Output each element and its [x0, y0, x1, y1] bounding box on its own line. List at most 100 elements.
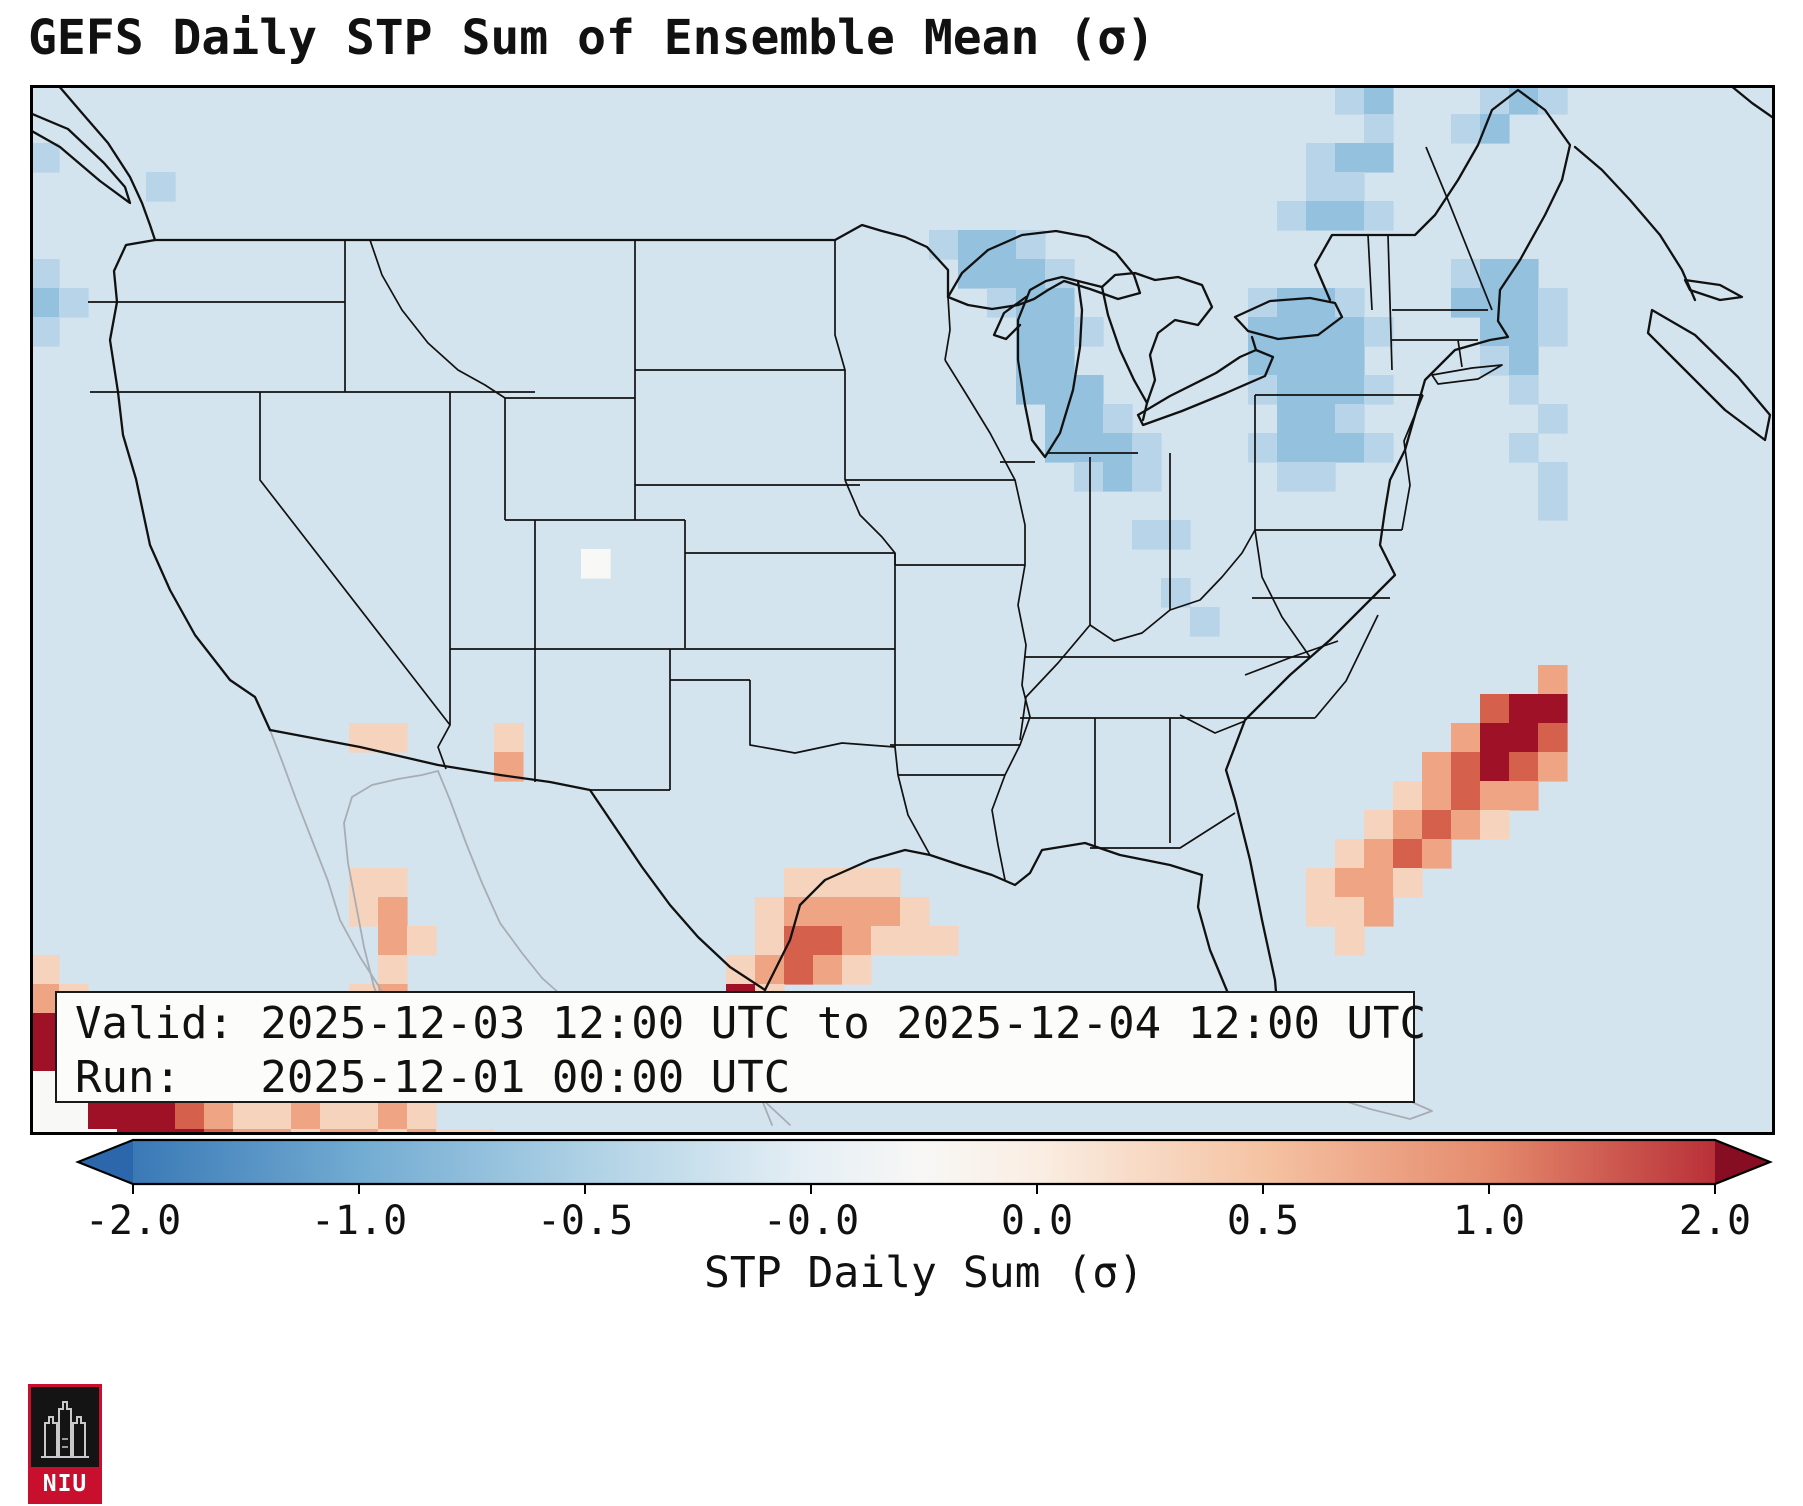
- anomaly-cell: [378, 723, 408, 753]
- anomaly-cell: [30, 259, 60, 289]
- anomaly-cell: [1335, 868, 1365, 898]
- anomaly-cell: [842, 897, 872, 927]
- anomaly-cell: [30, 1042, 60, 1072]
- anomaly-cell: [1248, 375, 1278, 405]
- anomaly-cell: [1335, 375, 1365, 405]
- colorbar-tick-label: -0.5: [536, 1198, 634, 1244]
- anomaly-cell: [1074, 317, 1104, 347]
- anomaly-cell: [987, 259, 1017, 289]
- anomaly-cell: [1393, 839, 1423, 869]
- anomaly-cell: [1480, 694, 1510, 724]
- anomaly-cell: [1393, 781, 1423, 811]
- colorbar-outline: [75, 1138, 1773, 1186]
- anomaly-cell: [378, 955, 408, 985]
- anomaly-cell: [30, 317, 60, 347]
- weather-map: Valid: 2025-12-03 12:00 UTC to 2025-12-0…: [30, 85, 1775, 1135]
- anomaly-cell: [1480, 723, 1510, 753]
- anomaly-cell: [1306, 868, 1336, 898]
- colorbar-tick-label: 1.0: [1452, 1198, 1526, 1244]
- anomaly-cell: [1451, 288, 1481, 318]
- anomaly-cell: [1074, 404, 1104, 434]
- anomaly-cell: [1538, 288, 1568, 318]
- anomaly-cell: [1538, 85, 1568, 115]
- anomaly-cell: [1016, 317, 1046, 347]
- anomaly-cell: [1248, 288, 1278, 318]
- anomaly-cell: [1045, 346, 1075, 376]
- anomaly-cell: [755, 926, 785, 956]
- anomaly-cell: [1480, 752, 1510, 782]
- colorbar-tickmarks: [132, 1184, 1716, 1194]
- anomaly-cell: [1045, 288, 1075, 318]
- anomaly-cell: [1074, 375, 1104, 405]
- anomaly-cell: [1277, 317, 1307, 347]
- anomaly-cell: [407, 1100, 437, 1130]
- anomaly-cell: [1509, 259, 1539, 289]
- run-text: Run: 2025-12-01 00:00 UTC: [75, 1051, 791, 1103]
- info-box: Valid: 2025-12-03 12:00 UTC to 2025-12-0…: [55, 991, 1427, 1103]
- anomaly-cell: [262, 1100, 292, 1130]
- anomaly-cell: [378, 926, 408, 956]
- castle-icon: [31, 1387, 99, 1467]
- anomaly-cell: [175, 1100, 205, 1130]
- colorbar-right-extend: [1715, 1140, 1770, 1184]
- anomaly-cell: [1103, 404, 1133, 434]
- anomaly-cell: [1306, 201, 1336, 231]
- anomaly-cell: [1364, 810, 1394, 840]
- anomaly-cell: [1335, 85, 1365, 115]
- anomaly-cell: [1451, 723, 1481, 753]
- anomaly-cell: [1364, 868, 1394, 898]
- anomaly-cell: [59, 288, 89, 318]
- anomaly-cell: [1451, 114, 1481, 144]
- colorbar-tick-label: 2.0: [1678, 1198, 1752, 1244]
- anomaly-cell: [784, 868, 814, 898]
- anomaly-cell: [1306, 897, 1336, 927]
- anomaly-cell: [1335, 404, 1365, 434]
- valid-text: Valid: 2025-12-03 12:00 UTC to 2025-12-0…: [75, 998, 1427, 1049]
- niu-logo: NIU: [28, 1384, 102, 1504]
- anomaly-cell: [1509, 288, 1539, 318]
- anomaly-cell: [233, 1100, 263, 1130]
- anomaly-cell: [378, 1100, 408, 1130]
- anomaly-cell: [1480, 346, 1510, 376]
- anomaly-cell: [1335, 346, 1365, 376]
- anomaly-cell: [1248, 433, 1278, 463]
- anomaly-cell: [1103, 462, 1133, 492]
- anomaly-cell: [1161, 520, 1191, 550]
- anomaly-cell: [842, 926, 872, 956]
- anomaly-cell: [30, 955, 60, 985]
- anomaly-cell: [291, 1100, 321, 1130]
- anomaly-cell: [146, 172, 176, 202]
- anomaly-cell: [1509, 752, 1539, 782]
- anomaly-cell: [1335, 897, 1365, 927]
- anomaly-cell: [1509, 433, 1539, 463]
- anomaly-cell: [1480, 781, 1510, 811]
- anomaly-cell: [1364, 839, 1394, 869]
- anomaly-cell: [1509, 723, 1539, 753]
- anomaly-cell: [1451, 259, 1481, 289]
- anomaly-cell: [1451, 781, 1481, 811]
- anomaly-cell: [1335, 201, 1365, 231]
- anomaly-cell: [900, 926, 930, 956]
- map-frame: [30, 85, 1775, 1135]
- anomaly-cell: [1045, 317, 1075, 347]
- anomaly-cell: [1306, 375, 1336, 405]
- anomaly-cell: [1509, 375, 1539, 405]
- colorbar: [70, 1136, 1780, 1198]
- anomaly-cell: [1364, 317, 1394, 347]
- anomaly-cell: [813, 868, 843, 898]
- anomaly-cell: [1422, 781, 1452, 811]
- anomaly-cell: [1277, 462, 1307, 492]
- anomaly-cell: [1335, 143, 1365, 173]
- map-background: [30, 85, 1775, 1135]
- colorbar-tick-label: 0.5: [1226, 1198, 1300, 1244]
- anomaly-cell: [1538, 491, 1568, 521]
- anomaly-cell: [1306, 404, 1336, 434]
- anomaly-cell: [1364, 114, 1394, 144]
- anomaly-cell: [1161, 578, 1191, 608]
- anomaly-cell: [1538, 694, 1568, 724]
- anomaly-cell: [1306, 346, 1336, 376]
- anomaly-cell: [1364, 897, 1394, 927]
- anomaly-cell: [842, 955, 872, 985]
- anomaly-cell: [1306, 462, 1336, 492]
